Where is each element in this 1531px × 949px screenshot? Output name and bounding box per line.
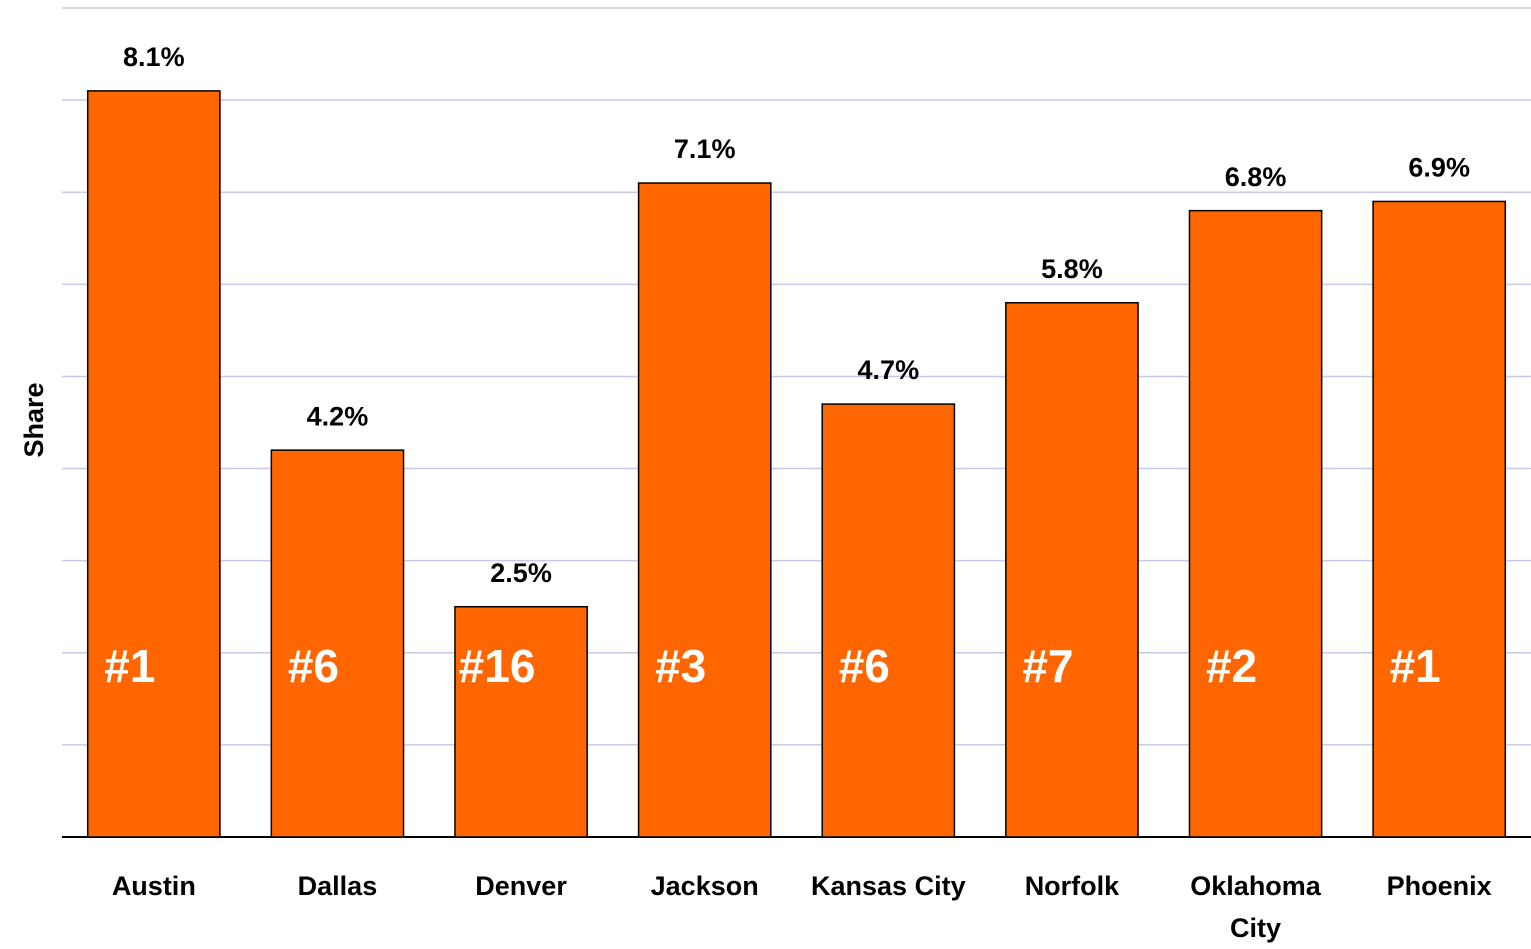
rank-label: #7 — [1022, 640, 1073, 692]
bar — [1005, 302, 1139, 838]
value-label: 4.2% — [307, 401, 369, 431]
x-tick-label: Oklahoma City — [1190, 871, 1321, 943]
x-tick-label: Kansas City — [811, 871, 966, 901]
rank-label: #6 — [288, 640, 339, 692]
bar — [1372, 200, 1507, 838]
value-label: 6.9% — [1408, 153, 1470, 183]
value-label: 5.8% — [1041, 254, 1103, 284]
rank-label: #6 — [839, 640, 890, 692]
rank-label: #3 — [655, 640, 706, 692]
x-tick-label: Denver — [475, 871, 567, 901]
value-label: 2.5% — [490, 558, 552, 588]
rank-label: #1 — [104, 640, 155, 692]
bar — [86, 90, 221, 838]
x-tick-label: Phoenix — [1386, 871, 1492, 901]
x-tick-label: Austin — [111, 871, 196, 901]
value-label: 6.8% — [1225, 162, 1287, 192]
x-tick-label: Dallas — [297, 871, 378, 901]
x-tick-label: Norfolk — [1024, 871, 1120, 901]
bar — [1188, 209, 1323, 838]
rank-label: #2 — [1206, 640, 1257, 692]
y-axis-label: Share — [19, 382, 49, 457]
bar — [637, 182, 772, 838]
bar — [270, 449, 405, 838]
x-tick-label: Jackson — [650, 871, 759, 901]
bar — [821, 403, 956, 838]
value-label: 4.7% — [858, 355, 920, 385]
rank-label: #16 — [459, 640, 536, 692]
bar — [454, 605, 588, 838]
value-label: 8.1% — [123, 42, 185, 72]
rank-label: #1 — [1390, 640, 1441, 692]
value-label: 7.1% — [674, 134, 736, 164]
